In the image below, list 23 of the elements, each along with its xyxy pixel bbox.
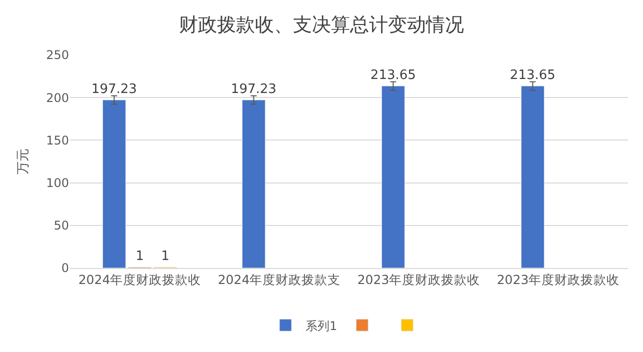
y-tick-label: 0 <box>61 261 69 276</box>
x-tick-label: 2023年度财政拨款收 <box>357 272 480 287</box>
bar <box>520 86 544 268</box>
data-label: 197.23 <box>230 82 276 97</box>
data-label: 213.65 <box>370 68 416 83</box>
y-axis-title: 万元 <box>16 148 32 174</box>
y-tick-label: 250 <box>46 48 69 62</box>
data-label: 197.23 <box>91 82 137 97</box>
y-tick-label: 200 <box>46 90 69 105</box>
y-tick-label: 150 <box>46 133 69 148</box>
y-tick-label: 100 <box>46 176 69 190</box>
x-tick-label: 2024年度财政拨款支 <box>218 272 341 287</box>
bar <box>242 100 266 268</box>
data-label: 213.65 <box>510 68 556 83</box>
x-tick-label: 2023年度财政拨款收 <box>496 272 620 287</box>
y-tick-label: 50 <box>54 218 69 233</box>
data-label: 1 <box>161 249 170 264</box>
data-label: 1 <box>136 249 144 264</box>
chart-title: 财政拨款收、支决算总计变动情况 <box>179 14 464 36</box>
bar <box>381 86 405 268</box>
legend-label: 系列1 <box>306 318 338 333</box>
x-tick-label: 2024年度财政拨款收 <box>78 272 202 287</box>
bar <box>102 100 126 268</box>
